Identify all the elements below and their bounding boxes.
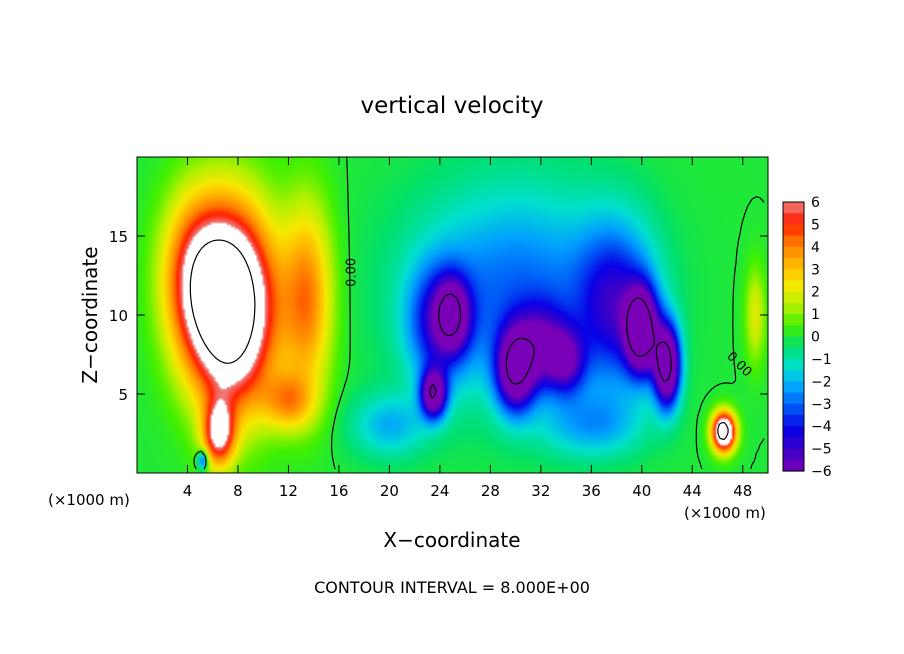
colorbar-cell — [783, 202, 804, 214]
colorbar-cell — [783, 258, 804, 270]
colorbar-cell — [783, 448, 804, 461]
colorbar: 6 5 4 3 2 1 0 −1 −2 −3 −4 −5 −6 — [782, 195, 832, 480]
negative-contour-line — [429, 293, 672, 399]
colorbar-cell — [783, 392, 804, 405]
x-tick-label: 8 — [233, 482, 243, 500]
contour-line — [193, 156, 765, 470]
y-axis-ticks: 5 10 15 — [109, 228, 768, 404]
colorbar-tick-label: 4 — [811, 240, 820, 256]
colorbar-cell — [783, 347, 804, 360]
colorbar-cell — [783, 414, 804, 427]
x-tick-label: 28 — [481, 482, 500, 500]
colorbar-cell — [783, 213, 804, 226]
x-tick-label: 4 — [183, 482, 193, 500]
colorbar-tick-label: 5 — [811, 217, 820, 233]
colorbar-cell — [783, 291, 804, 304]
colorbar-tick-label: −6 — [811, 464, 832, 480]
x-tick-label: 20 — [380, 482, 399, 500]
x-unit-left: (×1000 m) — [48, 491, 130, 509]
chart-title: vertical velocity — [361, 93, 544, 119]
colorbar-tick-label: −1 — [811, 352, 832, 368]
colorbar-cell — [783, 426, 804, 438]
colorbar-cell — [783, 224, 804, 237]
colorbar-tick-label: −4 — [811, 419, 832, 435]
contour-label: 0.00 — [344, 258, 359, 287]
colorbar-frame — [782, 201, 805, 472]
y-tick-label: 15 — [109, 228, 128, 246]
colorbar-cell — [783, 314, 804, 326]
zero-contours — [189, 156, 765, 470]
colorbar-cell — [783, 246, 804, 259]
velocity-field — [137, 157, 768, 473]
colorbar-cell — [783, 381, 804, 394]
colorbar-cell — [783, 302, 804, 315]
x-unit-right: (×1000 m) — [684, 504, 766, 522]
colorbar-cell — [783, 437, 804, 450]
colorbar-tick-label: 3 — [811, 262, 820, 278]
contour-line — [189, 239, 729, 441]
x-tick-label: 24 — [430, 482, 449, 500]
x-tick-label: 16 — [329, 482, 348, 500]
colorbar-cell — [783, 336, 804, 349]
y-tick-label: 5 — [118, 386, 128, 404]
colorbar-cell — [783, 325, 804, 338]
x-tick-label: 40 — [632, 482, 651, 500]
x-tick-label: 12 — [279, 482, 298, 500]
colorbar-cell — [783, 459, 804, 472]
x-tick-label: 48 — [733, 482, 752, 500]
colorbar-cell — [783, 358, 804, 371]
colorbar-tick-label: 1 — [811, 307, 820, 323]
x-tick-label: 32 — [531, 482, 550, 500]
colorbar-tick-label: −2 — [811, 374, 832, 390]
x-axis-label: X−coordinate — [383, 528, 520, 552]
x-tick-label: 44 — [683, 482, 702, 500]
colorbar-cell — [783, 280, 804, 293]
x-axis-ticks: 4 8 12 16 20 24 28 32 36 40 44 48 — [183, 157, 752, 500]
colorbar-cells — [783, 202, 804, 472]
contour-interval-note: CONTOUR INTERVAL = 8.000E+00 — [314, 578, 590, 597]
colorbar-tick-label: −3 — [811, 397, 832, 413]
colorbar-tick-label: 2 — [811, 285, 820, 301]
y-axis-label: Z−coordinate — [78, 246, 102, 383]
colorbar-cell — [783, 403, 804, 416]
x-tick-label: 36 — [582, 482, 601, 500]
colorbar-tick-label: −5 — [811, 442, 832, 458]
colorbar-cell — [783, 235, 804, 248]
colorbar-tick-label: 0 — [811, 330, 820, 346]
colorbar-cell — [783, 370, 804, 382]
colorbar-labels: 6 5 4 3 2 1 0 −1 −2 −3 −4 −5 −6 — [811, 195, 832, 480]
colorbar-tick-label: 6 — [811, 195, 820, 211]
y-tick-label: 10 — [109, 307, 128, 325]
colorbar-cell — [783, 269, 804, 282]
